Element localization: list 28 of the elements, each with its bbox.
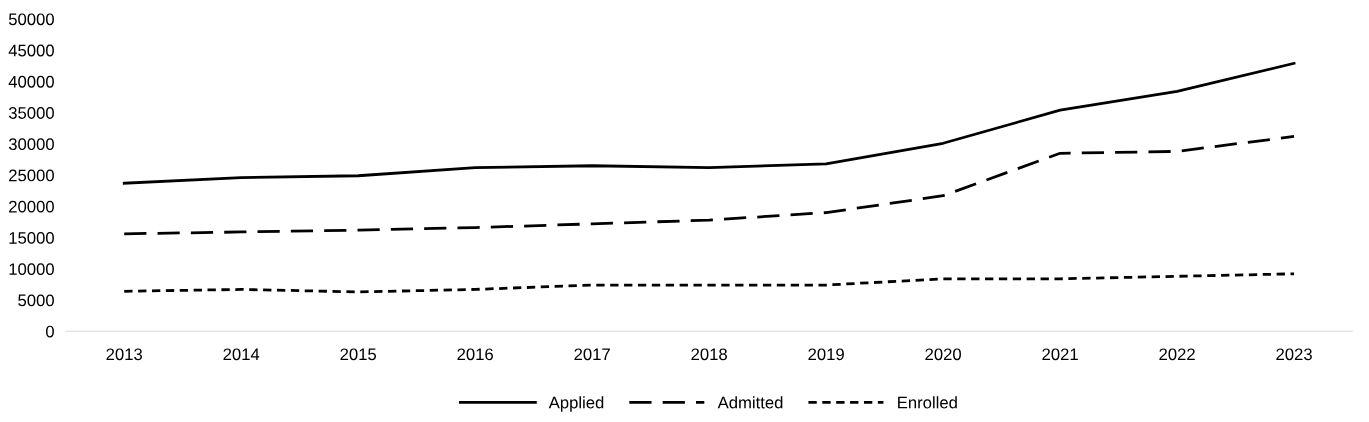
y-tick-label: 30000 <box>8 138 54 151</box>
x-tick-label: 2015 <box>340 348 377 361</box>
y-tick-label: 15000 <box>9 231 54 244</box>
y-tick-label: 35000 <box>8 107 54 119</box>
y-tick-label: 40000 <box>8 75 54 88</box>
y-tick-label: 50000 <box>8 13 54 26</box>
x-tick-label: 2013 <box>106 348 143 361</box>
y-tick-label: 10000 <box>9 263 54 276</box>
y-tick-label: 0 <box>45 325 54 338</box>
y-tick-label: 25000 <box>9 169 54 182</box>
x-tick-label: 2017 <box>574 348 610 361</box>
x-tick-label: 2016 <box>457 348 493 361</box>
x-tick-label: 2023 <box>1276 348 1312 361</box>
x-tick-label: 2019 <box>808 348 844 361</box>
x-tick-label: 2018 <box>691 348 727 361</box>
y-tick-label: 20000 <box>9 200 54 213</box>
legend-label: Enrolled <box>898 396 957 409</box>
line-series <box>122 61 1296 185</box>
legend-label: Admitted <box>717 396 783 409</box>
line-series <box>122 135 1296 236</box>
x-tick-label: 2022 <box>1159 348 1195 361</box>
y-tick-label: 45000 <box>8 44 54 57</box>
x-tick-label: 2020 <box>925 348 961 361</box>
x-tick-label: 2021 <box>1042 348 1078 361</box>
y-tick-label: 5000 <box>18 294 54 307</box>
legend-label: Applied <box>548 396 604 412</box>
x-tick-label: 2014 <box>223 348 260 361</box>
line-series <box>122 272 1296 294</box>
